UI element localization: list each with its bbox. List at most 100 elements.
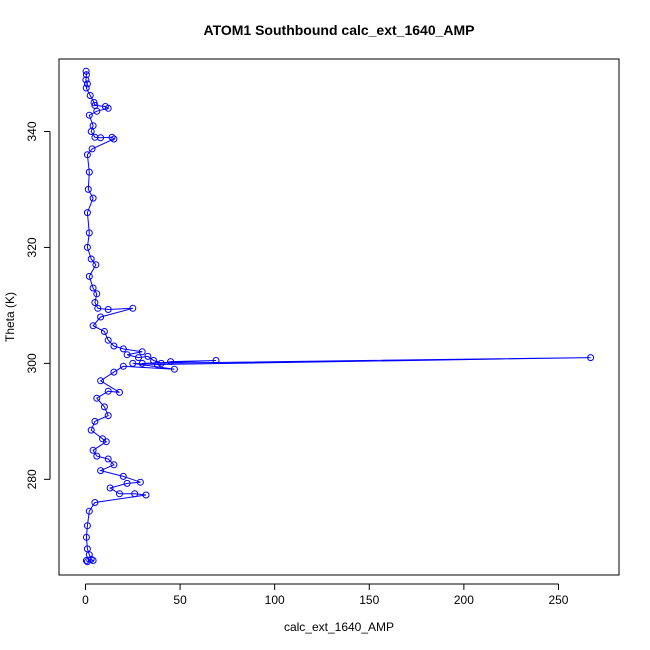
data-point	[91, 299, 99, 306]
data-point	[89, 284, 97, 292]
data-point	[150, 357, 158, 364]
data-point	[110, 135, 118, 143]
data-point	[82, 533, 90, 541]
data-point	[110, 368, 118, 376]
y-tick-label: 320	[25, 237, 39, 257]
data-point	[110, 342, 118, 350]
chart-title: ATOM1 Southbound calc_ext_1640_AMP	[204, 22, 475, 38]
data-point	[100, 328, 108, 335]
data-point	[82, 67, 90, 75]
data-point	[116, 490, 123, 498]
data-point	[87, 555, 95, 563]
plot-area-frame	[58, 58, 620, 576]
x-tick-label: 150	[359, 593, 379, 607]
data-point	[100, 403, 108, 411]
data-point	[135, 354, 142, 362]
data-point	[110, 461, 118, 469]
data-point	[104, 336, 112, 344]
data-point	[92, 261, 100, 269]
data-point	[104, 455, 112, 463]
data-point	[138, 348, 146, 356]
data-point	[90, 99, 98, 106]
data-point	[212, 357, 220, 364]
data-point	[129, 304, 137, 312]
data-point	[85, 272, 93, 280]
y-tick-label: 300	[25, 353, 39, 373]
data-point	[82, 557, 90, 564]
data-point	[104, 387, 112, 395]
data-point	[587, 354, 595, 362]
data-point	[85, 229, 93, 237]
x-tick-label: 100	[265, 593, 285, 607]
data-point	[82, 71, 90, 79]
data-point	[131, 490, 139, 498]
x-tick-label: 200	[454, 593, 474, 607]
data-point	[93, 394, 101, 402]
data-point	[97, 377, 105, 385]
x-axis: 0 50 100 150 200 250	[82, 583, 569, 607]
data-point	[108, 133, 116, 141]
data-point	[88, 145, 96, 153]
y-tick-label: 280	[25, 469, 39, 489]
data-point	[83, 522, 91, 530]
data-point	[104, 104, 112, 112]
data-point	[89, 322, 97, 330]
data-point	[102, 438, 110, 446]
data-point	[85, 507, 93, 515]
data-point	[93, 290, 101, 298]
data-point	[144, 352, 152, 360]
data-point	[87, 255, 95, 263]
data-point	[142, 491, 150, 499]
y-axis-label: Theta (K)	[3, 292, 17, 342]
data-point	[85, 551, 93, 559]
data-point	[83, 209, 91, 217]
data-point	[97, 467, 105, 475]
data-point	[84, 185, 92, 193]
data-point	[89, 446, 97, 454]
data-point	[82, 84, 90, 92]
data-point	[85, 111, 93, 119]
data-point	[82, 76, 90, 84]
data-point	[97, 134, 105, 142]
data-point	[83, 558, 91, 566]
data-point	[104, 306, 112, 313]
data-point	[91, 499, 99, 506]
data-point	[83, 151, 91, 159]
series-layer	[82, 67, 595, 566]
y-axis: 280 300 320 340	[25, 121, 51, 489]
data-point	[116, 388, 123, 396]
data-point	[83, 80, 91, 88]
series-line	[85, 71, 591, 563]
data-point	[138, 359, 146, 367]
data-point	[97, 313, 105, 321]
data-point	[106, 484, 114, 492]
data-point	[170, 365, 178, 373]
data-point	[157, 359, 165, 367]
data-point	[91, 417, 99, 425]
data-point	[119, 345, 127, 353]
x-tick-label: 0	[82, 593, 89, 607]
data-point	[85, 168, 93, 176]
data-point	[93, 452, 101, 460]
data-point	[83, 243, 91, 251]
data-point	[87, 128, 95, 135]
data-point	[104, 412, 112, 420]
data-point	[86, 92, 94, 99]
data-point	[93, 107, 101, 115]
data-point	[89, 194, 97, 202]
x-axis-label: calc_ext_1640_AMP	[284, 620, 394, 634]
data-point	[123, 479, 131, 487]
x-tick-label: 50	[173, 593, 187, 607]
data-point	[119, 472, 127, 480]
data-point	[119, 362, 127, 370]
data-point	[123, 351, 131, 359]
x-tick-label: 250	[548, 593, 568, 607]
y-tick-label: 340	[25, 121, 39, 141]
data-point	[136, 478, 144, 486]
data-point	[167, 358, 175, 366]
data-point	[87, 426, 95, 434]
data-point	[129, 359, 137, 367]
data-point	[94, 304, 102, 312]
data-point	[153, 361, 161, 368]
